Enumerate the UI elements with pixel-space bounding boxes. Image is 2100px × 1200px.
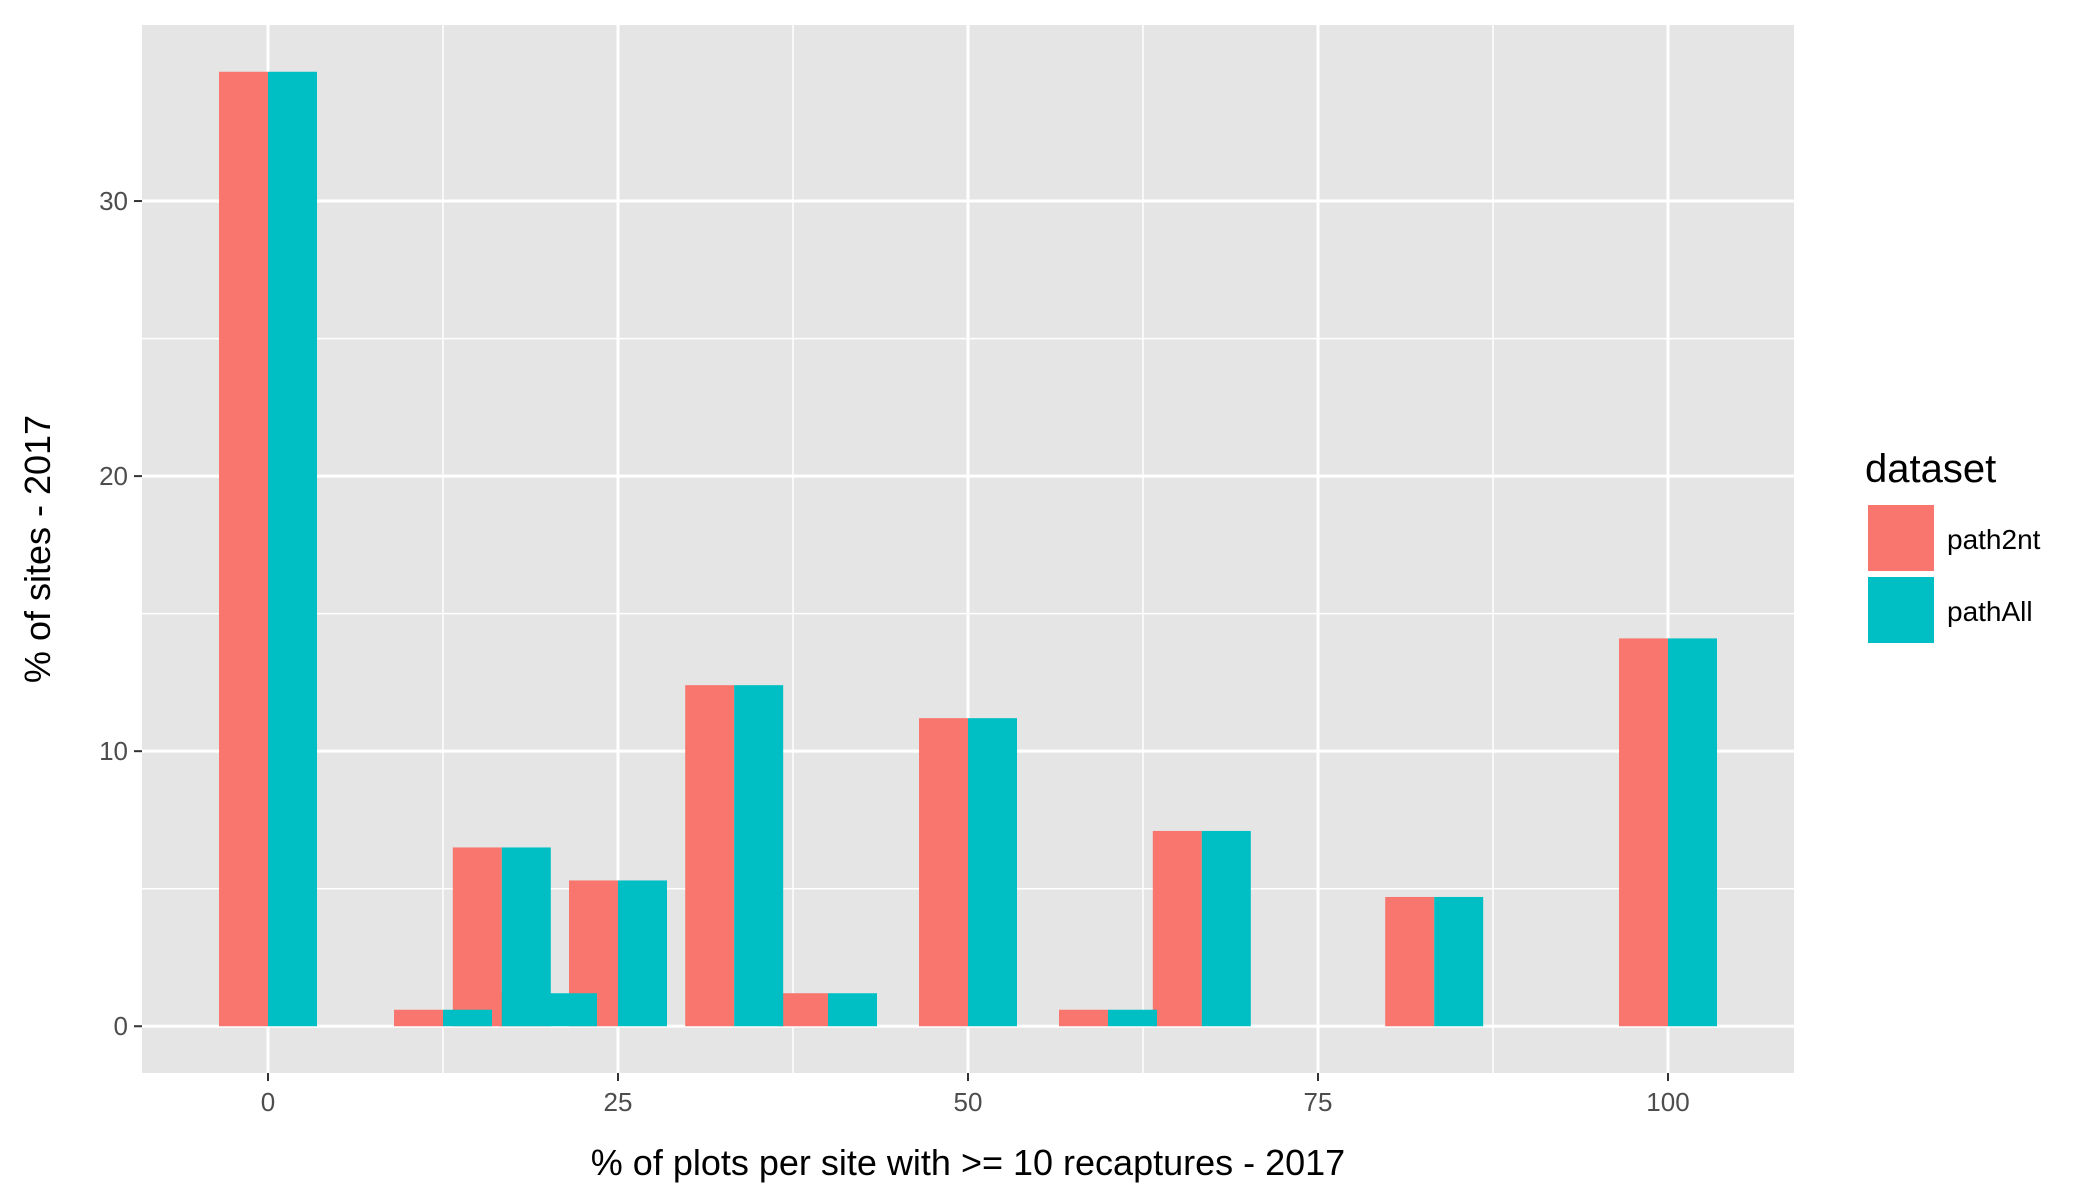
bar-pathAll (268, 71, 317, 1027)
x-tick-label: 100 (1646, 1087, 1689, 1117)
bar-path2nt (1059, 1009, 1108, 1027)
x-tick-label: 25 (604, 1087, 633, 1117)
y-axis: 0 10 20 30 (99, 186, 142, 1041)
bar-pathAll (1668, 638, 1717, 1027)
bar-path2nt (685, 685, 735, 1027)
legend-key-pathAll (1868, 577, 1934, 643)
legend-label-pathAll: pathAll (1947, 596, 2033, 627)
bar-path2nt (452, 847, 502, 1027)
legend-label-path2nt: path2nt (1947, 524, 2041, 555)
legend: dataset path2nt pathAll (1865, 447, 2041, 643)
bar-pathAll (501, 847, 551, 1027)
x-axis-title: % of plots per site with >= 10 recapture… (591, 1142, 1345, 1183)
x-tick-label: 75 (1304, 1087, 1333, 1117)
bar-pathAll (1201, 830, 1251, 1027)
bar-pathAll (734, 685, 784, 1027)
bar-path2nt (1619, 638, 1668, 1027)
bar-pathAll (548, 993, 597, 1027)
y-tick-label: 0 (114, 1011, 128, 1041)
bar-path2nt (779, 993, 828, 1027)
bar-pathAll (828, 993, 877, 1027)
y-tick-label: 30 (99, 186, 128, 216)
x-tick-label: 50 (954, 1087, 983, 1117)
legend-title: dataset (1865, 447, 1996, 491)
legend-key-path2nt (1868, 505, 1934, 571)
bar-pathAll (618, 880, 667, 1027)
bar-path2nt (1152, 830, 1202, 1027)
bar-pathAll (968, 718, 1017, 1027)
bar-path2nt (394, 1009, 443, 1027)
bar-path2nt (919, 718, 968, 1027)
y-tick-label: 20 (99, 461, 128, 491)
y-axis-title: % of sites - 2017 (17, 415, 58, 683)
bar-path2nt (1385, 896, 1435, 1027)
y-tick-label: 10 (99, 736, 128, 766)
bars (219, 71, 1717, 1027)
bar-pathAll (1108, 1009, 1157, 1027)
bar-path2nt (219, 71, 268, 1027)
bar-pathAll (443, 1009, 492, 1027)
x-axis: 0 25 50 75 100 (261, 1073, 1690, 1117)
x-tick-label: 0 (261, 1087, 275, 1117)
bar-pathAll (1434, 896, 1484, 1027)
